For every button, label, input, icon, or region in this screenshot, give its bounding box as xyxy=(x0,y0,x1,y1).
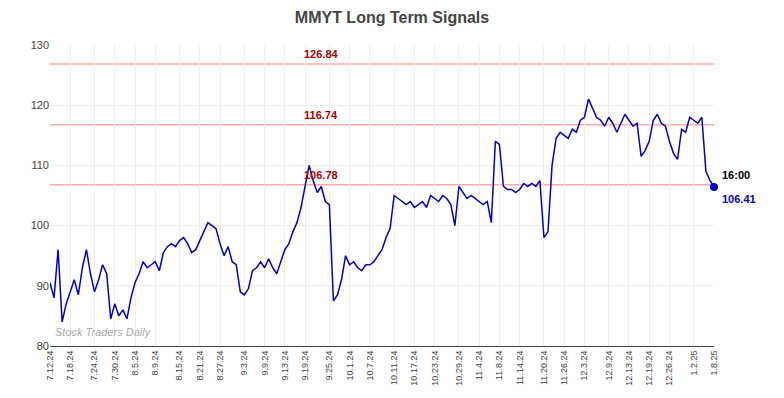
svg-text:7.12.24: 7.12.24 xyxy=(45,351,55,381)
svg-text:10.23.24: 10.23.24 xyxy=(430,351,440,386)
svg-text:9.3.24: 9.3.24 xyxy=(239,351,249,376)
svg-text:9.19.24: 9.19.24 xyxy=(300,351,310,381)
svg-text:90: 90 xyxy=(37,280,49,292)
svg-text:11.20.24: 11.20.24 xyxy=(539,351,549,385)
svg-text:8.21.24: 8.21.24 xyxy=(195,351,205,381)
svg-text:8.5.24: 8.5.24 xyxy=(130,351,140,376)
svg-text:12.19.24: 12.19.24 xyxy=(644,351,654,386)
svg-text:12.13.24: 12.13.24 xyxy=(624,351,634,386)
svg-text:1.2.25: 1.2.25 xyxy=(689,351,699,376)
svg-text:11.14.24: 11.14.24 xyxy=(515,351,525,385)
svg-text:80: 80 xyxy=(37,340,49,352)
svg-text:10.1.24: 10.1.24 xyxy=(345,351,355,381)
svg-text:10.29.24: 10.29.24 xyxy=(454,351,464,386)
svg-text:16:00: 16:00 xyxy=(722,169,750,181)
svg-text:1.8.25: 1.8.25 xyxy=(709,351,719,376)
svg-text:8.27.24: 8.27.24 xyxy=(215,351,225,381)
svg-text:9.13.24: 9.13.24 xyxy=(280,351,290,381)
svg-text:120: 120 xyxy=(31,99,49,111)
svg-text:MMYT Long Term Signals: MMYT Long Term Signals xyxy=(295,9,489,26)
svg-text:12.9.24: 12.9.24 xyxy=(604,351,614,381)
svg-text:10.11.24: 10.11.24 xyxy=(389,351,399,385)
svg-text:8.9.24: 8.9.24 xyxy=(150,351,160,376)
svg-text:9.25.24: 9.25.24 xyxy=(324,351,334,381)
svg-text:100: 100 xyxy=(31,219,49,231)
svg-text:8.15.24: 8.15.24 xyxy=(174,351,184,381)
svg-text:9.9.24: 9.9.24 xyxy=(260,351,270,376)
svg-text:106.41: 106.41 xyxy=(722,193,756,205)
svg-text:10.7.24: 10.7.24 xyxy=(365,351,375,381)
svg-text:7.18.24: 7.18.24 xyxy=(65,351,75,381)
svg-text:12.3.24: 12.3.24 xyxy=(579,351,589,381)
svg-text:116.74: 116.74 xyxy=(304,109,338,121)
svg-text:10.17.24: 10.17.24 xyxy=(409,351,419,386)
svg-text:130: 130 xyxy=(31,39,49,51)
svg-text:7.30.24: 7.30.24 xyxy=(110,351,120,381)
svg-text:106.78: 106.78 xyxy=(304,169,338,181)
svg-text:11.8.24: 11.8.24 xyxy=(494,351,504,380)
svg-text:12.26.24: 12.26.24 xyxy=(664,351,674,386)
svg-text:11.4.24: 11.4.24 xyxy=(474,351,484,380)
svg-text:Stock Traders Daily: Stock Traders Daily xyxy=(55,326,152,338)
svg-text:110: 110 xyxy=(31,159,49,171)
svg-text:7.24.24: 7.24.24 xyxy=(89,351,99,381)
svg-text:11.26.24: 11.26.24 xyxy=(559,351,569,385)
svg-text:126.84: 126.84 xyxy=(304,48,339,60)
